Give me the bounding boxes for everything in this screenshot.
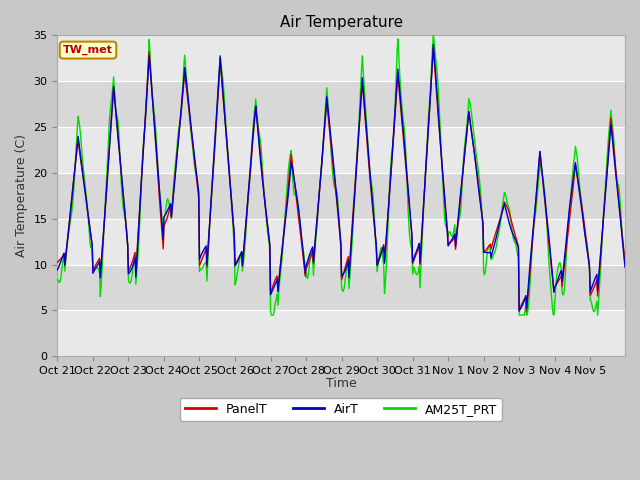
Bar <box>58 173 625 219</box>
Bar <box>58 127 625 173</box>
Legend: PanelT, AirT, AM25T_PRT: PanelT, AirT, AM25T_PRT <box>180 398 502 420</box>
X-axis label: Time: Time <box>326 377 356 390</box>
Title: Air Temperature: Air Temperature <box>280 15 403 30</box>
Bar <box>58 36 625 81</box>
Text: TW_met: TW_met <box>63 45 113 55</box>
Bar <box>58 81 625 127</box>
Y-axis label: Air Temperature (C): Air Temperature (C) <box>15 134 28 257</box>
Bar <box>58 219 625 264</box>
Bar <box>58 311 625 356</box>
Bar <box>58 264 625 311</box>
